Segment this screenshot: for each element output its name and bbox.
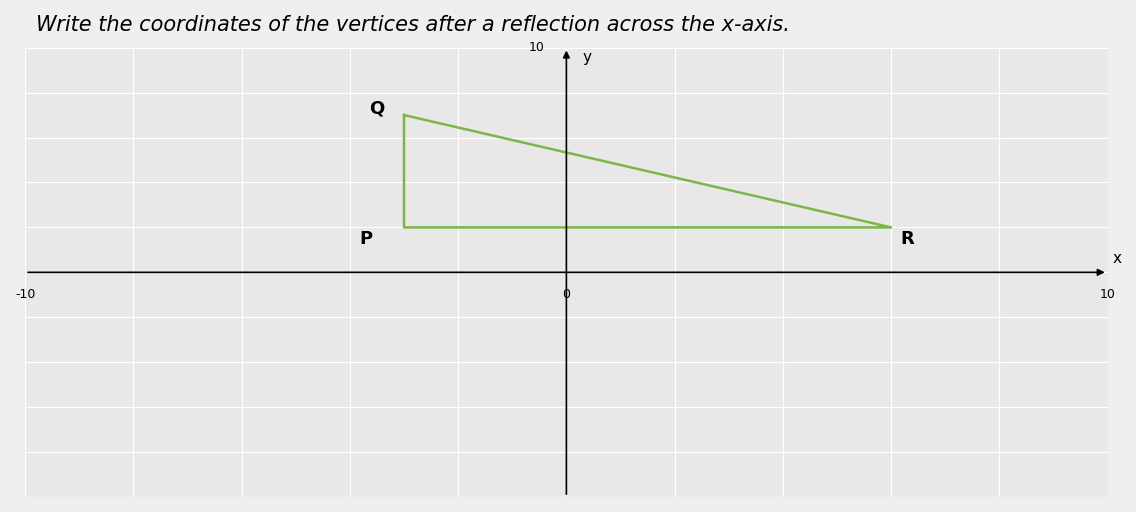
Text: 0: 0 (562, 288, 570, 301)
Text: R: R (901, 230, 914, 248)
Text: -10: -10 (15, 288, 35, 301)
Text: x: x (1113, 250, 1122, 266)
Text: 10: 10 (1100, 288, 1116, 301)
Text: Write the coordinates of the vertices after a reflection across the x-axis.: Write the coordinates of the vertices af… (36, 15, 790, 35)
Text: P: P (360, 230, 373, 248)
Text: y: y (583, 50, 592, 65)
Text: Q: Q (369, 99, 385, 117)
Text: 10: 10 (529, 41, 545, 54)
